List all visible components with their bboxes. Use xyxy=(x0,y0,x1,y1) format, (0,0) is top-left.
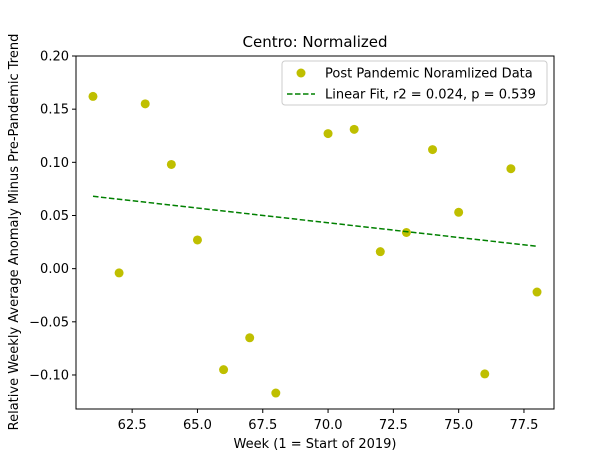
axis-ticks: 62.5 65.0 67.5 70.0 72.5 75.0 77.5 −0.10 −0.05 0.… xyxy=(29,50,538,434)
x-tick-label: 77.5 xyxy=(509,418,538,433)
data-point xyxy=(140,99,150,109)
data-point xyxy=(428,145,438,155)
plot-frame xyxy=(75,55,555,410)
data-point xyxy=(192,235,202,245)
data-point xyxy=(271,388,281,398)
x-tick-label: 65.0 xyxy=(183,418,212,433)
data-point xyxy=(166,159,176,169)
y-tick-label: 0.05 xyxy=(40,209,69,224)
data-point xyxy=(114,268,124,278)
y-tick-label: 0.20 xyxy=(40,50,69,65)
data-point xyxy=(323,129,333,139)
legend: Post Pandemic Noramlized Data Linear Fit,… xyxy=(281,60,548,106)
data-point xyxy=(506,164,516,174)
data-point xyxy=(349,124,359,134)
y-tick-label: 0.00 xyxy=(40,262,69,277)
x-tick-label: 72.5 xyxy=(379,418,408,433)
data-point xyxy=(375,247,385,257)
x-axis-title: Week (1 = Start of 2019) xyxy=(234,437,397,452)
y-tick-label: 0.10 xyxy=(40,156,69,171)
legend-label: Linear Fit, r2 = 0.024, p = 0.539 xyxy=(325,88,536,103)
legend-label: Post Pandemic Noramlized Data xyxy=(325,67,533,82)
chart-title: Centro: Normalized xyxy=(243,33,388,51)
data-point xyxy=(454,207,464,217)
y-tick-label: 0.15 xyxy=(40,103,69,118)
x-tick-label: 67.5 xyxy=(248,418,277,433)
fit-line xyxy=(92,195,538,248)
legend-marker-swatch xyxy=(296,68,306,78)
y-tick-label: −0.05 xyxy=(29,315,69,330)
data-point xyxy=(219,365,229,375)
data-point xyxy=(245,333,255,343)
data-point xyxy=(532,287,542,297)
x-tick-label: 70.0 xyxy=(314,418,343,433)
plot-marks xyxy=(88,91,542,398)
x-tick-label: 75.0 xyxy=(444,418,473,433)
legend-box xyxy=(281,60,548,106)
data-point xyxy=(88,91,98,101)
x-tick-label: 62.5 xyxy=(118,418,147,433)
data-point xyxy=(401,228,411,237)
y-axis-title: Relative Weekly Average Anomaly Minus Pr… xyxy=(7,34,22,431)
y-tick-label: −0.10 xyxy=(29,368,69,383)
data-point xyxy=(480,369,490,379)
